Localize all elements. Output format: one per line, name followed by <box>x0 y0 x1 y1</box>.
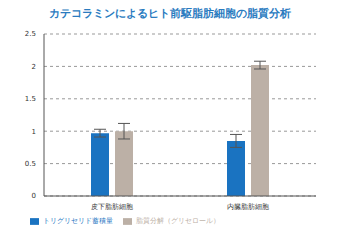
svg-text:0: 0 <box>32 192 36 200</box>
svg-text:内臓脂肪細胞: 内臓脂肪細胞 <box>227 203 269 211</box>
svg-text:1.5: 1.5 <box>25 95 36 103</box>
svg-text:2.5: 2.5 <box>25 30 36 38</box>
svg-text:0.5: 0.5 <box>25 160 36 168</box>
html-text:トリグリセリド蓄積量: トリグリセリド蓄積量 <box>43 217 113 225</box>
html-text:脂質分解（グリセロール）: 脂質分解（グリセロール） <box>136 217 220 225</box>
svg-text:2: 2 <box>32 63 36 71</box>
svg-text:皮下脂肪細胞: 皮下脂肪細胞 <box>91 203 133 211</box>
svg-text:1: 1 <box>32 128 36 136</box>
html-text:カテコラミンによるヒト前駆脂肪細胞の脂質分析: カテコラミンによるヒト前駆脂肪細胞の脂質分析 <box>49 7 291 20</box>
